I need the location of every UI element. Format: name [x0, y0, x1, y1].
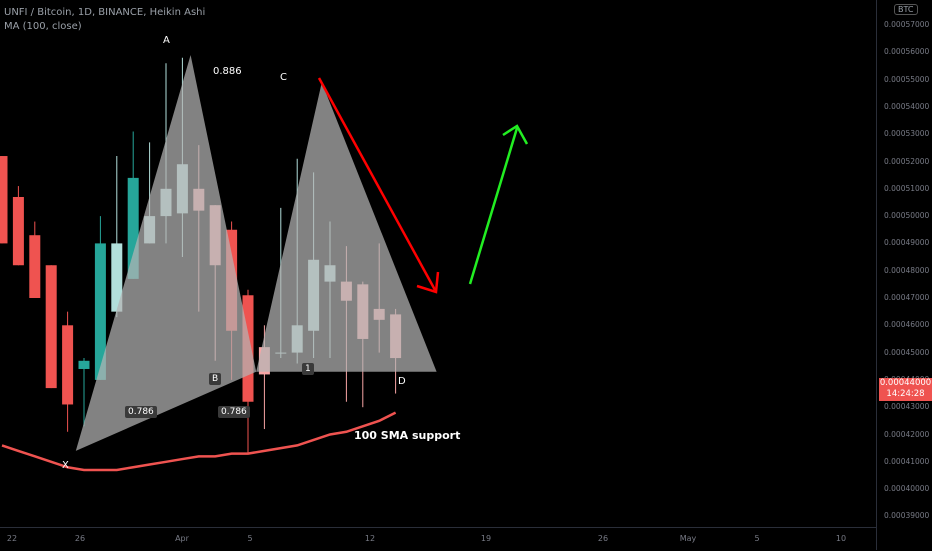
- sma-support-note: 100 SMA support: [354, 429, 461, 442]
- ratio-786-bd-label: 0.786: [218, 406, 250, 418]
- xab-triangle: [75, 55, 257, 451]
- candle-body: [94, 243, 106, 380]
- price-tick-label: 0.00056000: [884, 47, 930, 57]
- candle-body: [12, 196, 24, 266]
- harmonic-pattern: [75, 55, 437, 451]
- arrow-up-head: [502, 124, 529, 145]
- sma-100-path: [1, 411, 397, 472]
- price-tick-label: 0.00040000: [884, 484, 930, 494]
- price-tick-label: 0.00054000: [884, 101, 930, 111]
- chart-title: UNFI / Bitcoin, 1D, BINANCE, Heikin Ashi: [4, 7, 206, 18]
- time-tick-label: 5: [247, 534, 253, 543]
- sma-100-line: [1, 411, 397, 472]
- time-tick-label: 5: [754, 534, 760, 543]
- arrow-down-head: [416, 271, 440, 294]
- time-tick-label: 10: [835, 534, 847, 543]
- point-c-label: C: [280, 72, 287, 83]
- time-axis[interactable]: 22 26 Apr 5 12 19 26 May 5 10: [0, 527, 876, 551]
- candle-body: [111, 243, 123, 312]
- candle-body: [45, 265, 57, 389]
- ratio-786-xb-label: 0.786: [125, 406, 157, 418]
- bcd-triangle: [256, 82, 437, 372]
- price-tick-label: 0.00039000: [884, 511, 930, 521]
- point-d-label: D: [398, 376, 406, 387]
- arrow-up-icon: [468, 127, 519, 285]
- ratio-886-label: 0.886: [213, 66, 242, 77]
- candle-body: [78, 360, 90, 369]
- price-tick-label: 0.00050000: [884, 211, 930, 221]
- candle-body: [127, 177, 139, 279]
- point-x-label: X: [62, 460, 69, 471]
- bar-countdown: 14:24:28: [886, 389, 925, 399]
- price-tick-label: 0.00048000: [884, 265, 930, 275]
- price-tick-label: 0.00053000: [884, 129, 930, 139]
- price-axis[interactable]: 0.00057000 0.00056000 0.00055000 0.00054000…: [876, 0, 932, 550]
- price-tick-label: 0.00043000: [884, 402, 930, 412]
- time-tick-label: 26: [597, 534, 609, 543]
- time-tick-label: May: [679, 534, 697, 543]
- price-tick-label: 0.00042000: [884, 429, 930, 439]
- price-tick-label: 0.00041000: [884, 456, 930, 466]
- price-tick-label: 0.00045000: [884, 347, 930, 357]
- point-b-label: B: [209, 373, 222, 385]
- price-tick-label: 0.00057000: [884, 20, 930, 29]
- candle-body: [0, 156, 8, 244]
- price-tick-label: 0.00052000: [884, 156, 930, 166]
- price-tick-label: 0.00049000: [884, 238, 930, 248]
- candle-body: [62, 325, 74, 405]
- price-tick-label: 0.00047000: [884, 293, 930, 302]
- price-tick-label: 0.00051000: [884, 183, 930, 193]
- time-tick-label: 12: [364, 534, 376, 543]
- current-price-label: 0.00044000 14:24:28: [879, 378, 932, 401]
- arrows-layer: [317, 77, 529, 294]
- time-tick-label: 26: [74, 534, 86, 543]
- candle-body: [29, 235, 41, 298]
- arrow-down-icon: [317, 77, 437, 291]
- time-tick-label: Apr: [175, 534, 189, 543]
- point-1-label: 1: [302, 363, 314, 375]
- current-price-value: 0.00044000: [879, 378, 932, 388]
- time-tick-label: 19: [480, 534, 492, 543]
- price-tick-label: 0.00046000: [884, 320, 930, 330]
- price-tick-label: 0.00055000: [884, 74, 930, 84]
- currency-badge[interactable]: BTC: [894, 4, 918, 15]
- indicator-label: MA (100, close): [4, 21, 82, 32]
- point-a-label: A: [163, 35, 170, 46]
- time-tick-label: 22: [6, 534, 18, 543]
